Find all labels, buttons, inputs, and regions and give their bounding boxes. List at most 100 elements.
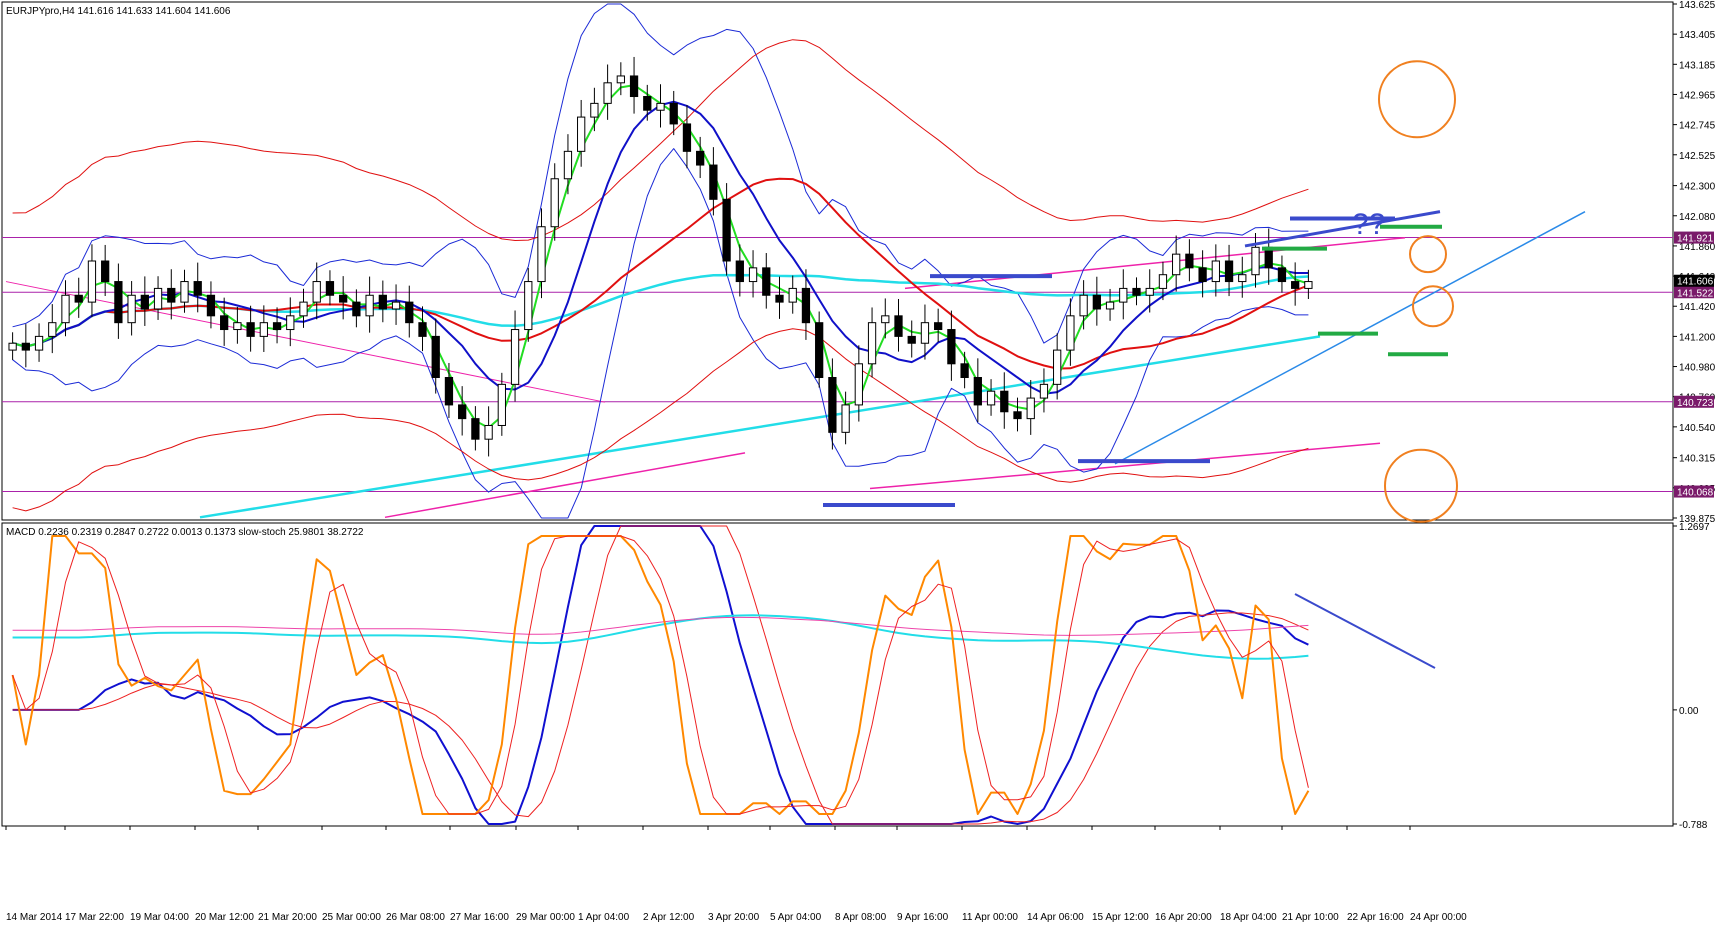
time-tick-label: 22 Apr 16:00 bbox=[1347, 912, 1404, 923]
candle-body bbox=[312, 281, 321, 303]
candle-body bbox=[458, 404, 467, 420]
annotation-circle bbox=[1412, 285, 1454, 328]
candle-body bbox=[272, 322, 282, 331]
candle-body bbox=[1277, 267, 1287, 283]
candle-body bbox=[788, 287, 797, 303]
candle-body bbox=[960, 363, 969, 379]
time-tick-label: 2 Apr 12:00 bbox=[643, 912, 695, 923]
macd-annotation-line bbox=[1294, 593, 1436, 669]
annotation-diagonal-blue bbox=[1244, 210, 1441, 248]
price-tick-label: 143.405 bbox=[1679, 30, 1715, 41]
candle-body bbox=[563, 150, 573, 180]
price-axis: 143.625 143.405 143.185 142.965 142.745 142.5… bbox=[1673, 0, 1715, 831]
candle-body bbox=[339, 294, 348, 303]
candle-body bbox=[206, 294, 216, 317]
candle-body bbox=[193, 281, 202, 296]
candle-body bbox=[603, 82, 612, 104]
price-tick-label: 143.625 bbox=[1679, 0, 1715, 11]
macd-ma-magenta-line bbox=[12, 616, 1309, 636]
price-tick-label: 141.420 bbox=[1679, 302, 1715, 313]
time-tick-label: 21 Mar 20:00 bbox=[258, 912, 317, 923]
candle-body bbox=[907, 335, 916, 344]
candle-body bbox=[233, 322, 242, 331]
price-tick-label: 141.860 bbox=[1679, 242, 1715, 253]
candle-body bbox=[1000, 390, 1009, 413]
time-tick-label: 5 Apr 04:00 bbox=[770, 912, 822, 923]
price-tick-label: 141.200 bbox=[1679, 332, 1715, 343]
candle-body bbox=[1079, 294, 1088, 317]
time-tick-label: 9 Apr 16:00 bbox=[897, 912, 949, 923]
time-tick-label: 19 Mar 04:00 bbox=[130, 912, 189, 923]
candle-body bbox=[735, 260, 744, 283]
candle-body bbox=[1224, 260, 1234, 283]
candle-body bbox=[524, 281, 533, 331]
candle-body bbox=[259, 322, 268, 337]
annotation-circle bbox=[1409, 235, 1447, 274]
candle-body bbox=[577, 116, 586, 152]
candle-body bbox=[1132, 287, 1141, 296]
candle-body bbox=[299, 301, 308, 317]
candlesticks bbox=[8, 56, 1313, 457]
candle-body bbox=[762, 267, 771, 296]
candle-body bbox=[8, 342, 17, 351]
envelope-upper bbox=[12, 39, 1309, 241]
candle-body bbox=[1013, 411, 1022, 420]
candle-body bbox=[1119, 287, 1128, 303]
candle-body bbox=[1145, 287, 1154, 296]
candle-body bbox=[1039, 383, 1049, 399]
stoch-main-line bbox=[11, 535, 1310, 815]
trendline-magenta-left bbox=[384, 452, 746, 519]
candle-body bbox=[854, 363, 863, 406]
candle-body bbox=[246, 322, 255, 337]
candle-body bbox=[34, 335, 44, 351]
symbol-header: EURJPYpro,H4 141.616 141.633 141.604 141… bbox=[6, 6, 231, 17]
candle-body bbox=[1185, 253, 1194, 269]
candle-body bbox=[1158, 274, 1168, 289]
horizontal-levels bbox=[2, 237, 1673, 493]
candle-body bbox=[1198, 267, 1207, 283]
macd-signal-line bbox=[12, 525, 1309, 825]
candle-body bbox=[140, 294, 149, 310]
candle-body bbox=[669, 102, 678, 125]
price-tick-label: 142.745 bbox=[1679, 121, 1715, 132]
bollinger-lower bbox=[12, 148, 1309, 519]
candle-body bbox=[748, 267, 758, 283]
candle-body bbox=[616, 75, 625, 84]
time-tick-label: 11 Apr 00:00 bbox=[962, 912, 1018, 923]
candle-body bbox=[590, 102, 599, 118]
price-tick-label: 142.080 bbox=[1679, 212, 1715, 223]
candle-body bbox=[881, 315, 890, 324]
level-label: 141.921 bbox=[1677, 234, 1714, 245]
candle-body bbox=[444, 377, 454, 406]
candle-body bbox=[365, 294, 374, 317]
candle-body bbox=[894, 315, 903, 337]
candle-body bbox=[180, 281, 189, 303]
candle-body bbox=[378, 294, 387, 310]
candle-body bbox=[114, 281, 123, 324]
macd-panel-frame bbox=[1, 522, 1674, 827]
candle-body bbox=[127, 294, 136, 324]
annotation-circle bbox=[1384, 448, 1458, 523]
trendlines bbox=[5, 210, 1586, 519]
candle-body bbox=[48, 322, 57, 337]
level-label-box bbox=[1674, 395, 1714, 408]
price-tick-label: 139.875 bbox=[1679, 514, 1715, 525]
candle-body bbox=[220, 315, 229, 331]
price-tick-label: 140.980 bbox=[1679, 363, 1715, 374]
time-tick-label: 18 Apr 04:00 bbox=[1220, 912, 1277, 923]
candle-body bbox=[74, 294, 83, 303]
annotation-circle bbox=[1378, 60, 1456, 139]
candle-body bbox=[1105, 301, 1115, 310]
candle-body bbox=[1251, 246, 1260, 276]
level-label-box bbox=[1674, 286, 1714, 299]
candle-body bbox=[815, 322, 824, 379]
candle-body bbox=[934, 322, 943, 331]
candle-body bbox=[1026, 397, 1035, 420]
price-tick-label: 142.525 bbox=[1679, 151, 1715, 162]
candle-body bbox=[325, 281, 335, 296]
level-label: 141.522 bbox=[1677, 288, 1714, 299]
time-tick-label: 20 Mar 12:00 bbox=[195, 912, 254, 923]
current-price-box bbox=[1674, 274, 1714, 287]
